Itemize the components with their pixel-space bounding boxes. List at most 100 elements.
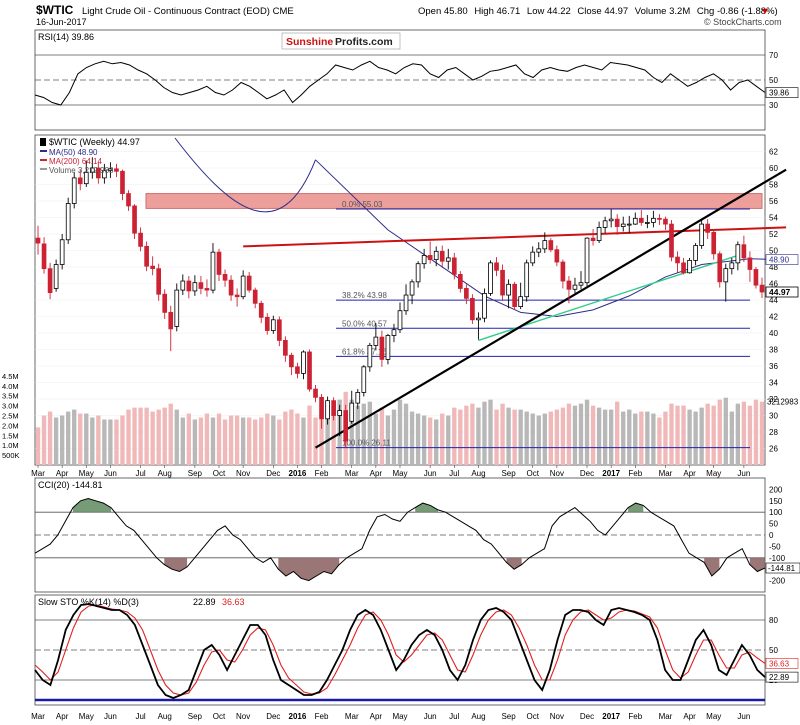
volume-bar: [307, 405, 312, 465]
price-candle: [397, 302, 403, 333]
x-axis-label-bottom: Nov: [550, 712, 564, 721]
price-candle: [53, 259, 59, 292]
x-axis-label-bottom: Jul: [135, 712, 145, 721]
candle-body: [391, 329, 397, 336]
candle-body: [277, 319, 282, 341]
x-axis-label-top: Mar: [659, 469, 673, 478]
price-candle: [566, 276, 572, 304]
volume-bar: [548, 411, 553, 465]
sto-d-label: 36.63: [769, 659, 790, 668]
volume-bar: [560, 407, 566, 465]
candle-body: [457, 274, 463, 289]
price-candle: [645, 215, 650, 229]
rsi-line: [34, 60, 766, 106]
legend-entry: MA(50) 48.90: [49, 148, 98, 157]
x-axis-label-top: May: [706, 469, 721, 478]
volume-bar: [494, 409, 499, 465]
volume-y-tick: 1.0M: [2, 441, 19, 450]
volume-bar: [72, 409, 77, 465]
candle-body: [192, 282, 198, 292]
volume-bar: [168, 403, 173, 465]
volume-bar: [53, 417, 59, 465]
volume-y-tick: 500K: [2, 451, 20, 460]
volume-bar: [675, 405, 680, 465]
candle-body: [663, 218, 668, 225]
price-y-tick: 32: [769, 395, 778, 404]
price-current-box: [765, 286, 799, 298]
x-axis-label-bottom: Dec: [266, 712, 280, 721]
candle-body: [65, 203, 71, 241]
price-candle: [343, 404, 349, 448]
candle-body: [325, 400, 330, 420]
volume-bar: [132, 407, 137, 465]
price-y-tick: 44: [769, 296, 778, 305]
volume-bar: [59, 415, 65, 465]
cci-y-tick: 0: [769, 531, 774, 540]
volume-bar: [524, 411, 529, 465]
volume-bar: [385, 415, 391, 465]
candle-body: [319, 396, 324, 420]
x-axis-label-bottom: Oct: [527, 712, 540, 721]
volume-bar: [47, 411, 53, 465]
price-candle: [138, 227, 143, 252]
volume-bar: [542, 413, 547, 465]
price-candle: [687, 257, 692, 274]
candle-body: [174, 289, 180, 327]
price-y-tick: 34: [769, 379, 778, 388]
cci-y-tick: 100: [769, 508, 783, 517]
volume-bar: [717, 399, 722, 465]
volume-bar: [222, 419, 228, 465]
price-candle: [409, 279, 415, 305]
candle-body: [301, 351, 306, 374]
price-candle: [144, 241, 149, 272]
volume-bar: [681, 405, 686, 465]
price-candle: [373, 323, 379, 351]
candle-body: [126, 193, 131, 207]
x-axis-label-bottom: May: [706, 712, 721, 721]
cci-current-label: -144.81: [768, 564, 796, 573]
volume-bar: [482, 401, 487, 465]
x-axis-label-bottom: Apr: [683, 712, 696, 721]
header-date: 16-Jun-2017: [36, 17, 87, 27]
price-candle: [464, 284, 469, 305]
volume-bar: [108, 419, 113, 465]
candle-body: [476, 317, 481, 321]
price-current-label: 44.97: [769, 287, 791, 297]
price-candle: [180, 274, 186, 296]
price-candle: [590, 229, 596, 246]
price-y-tick: 30: [769, 412, 778, 421]
volume-bar: [367, 401, 373, 465]
legend-entry: Volume 3,212,983: [49, 166, 114, 175]
volume-bar: [84, 413, 89, 465]
price-candle: [554, 245, 560, 267]
price-y-tick: 52: [769, 230, 778, 239]
candle-body: [657, 217, 662, 220]
x-axis-label-top: Jun: [737, 469, 750, 478]
price-candle: [723, 263, 729, 302]
price-candle: [240, 270, 246, 300]
price-candle: [192, 275, 198, 296]
volume-bar: [536, 415, 541, 465]
x-axis-label-top: Jul: [449, 469, 459, 478]
close-label: Close: [577, 6, 601, 17]
price-y-tick: 36: [769, 362, 778, 371]
x-axis-label-top: Mar: [345, 469, 359, 478]
price-candle: [403, 284, 409, 315]
volume-bar: [699, 407, 704, 465]
candle-body: [138, 232, 143, 247]
x-axis-label-top: Feb: [315, 469, 329, 478]
candle-body: [252, 289, 258, 304]
price-title: $WTIC (Weekly) 44.97: [49, 137, 140, 147]
price-candle: [657, 214, 662, 225]
volume-bar: [186, 413, 192, 465]
x-axis-label-bottom: Mar: [345, 712, 359, 721]
cci-oversold-fill: [278, 557, 340, 581]
candle-body: [512, 283, 517, 308]
volume-bar: [174, 409, 179, 465]
volume-bar: [729, 411, 734, 465]
candle-body: [626, 223, 632, 226]
x-axis-label-top: May: [392, 469, 407, 478]
candle-body: [717, 253, 723, 283]
sto-k-value: 22.89: [193, 597, 216, 607]
volume-bar: [578, 403, 584, 465]
